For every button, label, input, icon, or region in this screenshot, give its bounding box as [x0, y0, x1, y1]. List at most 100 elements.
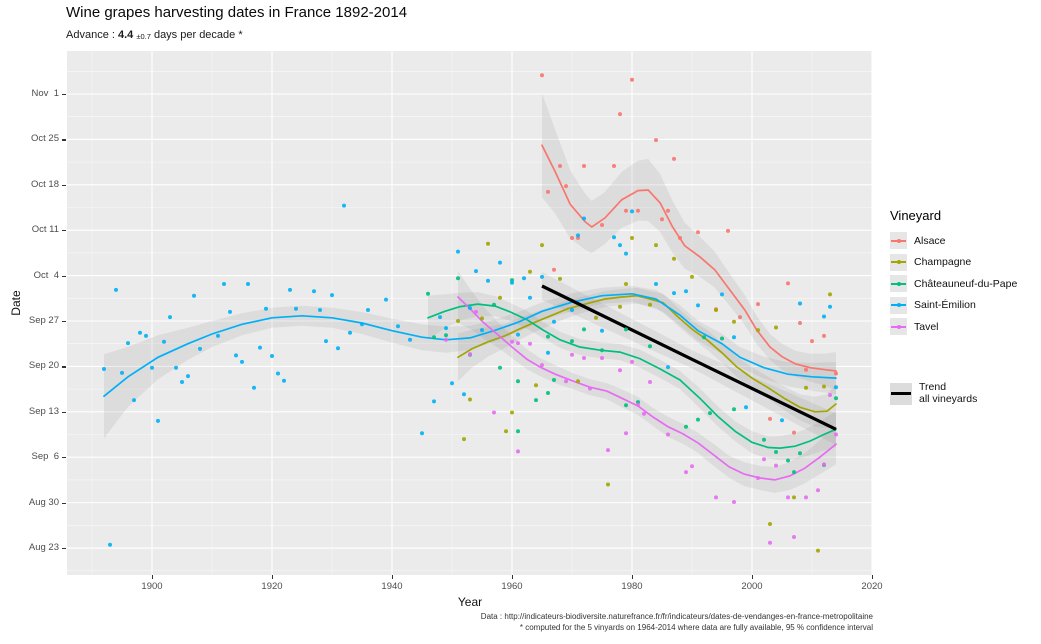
- point-Alsace: [540, 73, 544, 78]
- point-Tavel: [570, 352, 574, 357]
- legend-point-swatch: [896, 324, 901, 329]
- point-Tavel: [804, 495, 808, 500]
- y-tick-mark: [62, 321, 66, 323]
- point-Tavel: [468, 352, 472, 357]
- point-Châteauneuf-du-Pape: [732, 407, 736, 412]
- point-Tavel: [630, 359, 634, 364]
- point-Champagne: [816, 548, 820, 553]
- caption-source: Data : http://indicateurs-biodiversite.n…: [480, 612, 873, 621]
- Saint-Émilion-confidence-band: [104, 285, 836, 439]
- point-Alsace: [552, 267, 556, 272]
- y-tick-mark: [62, 502, 66, 504]
- point-Saint-Émilion: [546, 350, 550, 355]
- point-Alsace: [822, 333, 826, 338]
- point-Saint-Émilion: [474, 269, 478, 274]
- point-Champagne: [732, 319, 736, 324]
- point-Alsace: [654, 138, 658, 143]
- point-Alsace: [768, 416, 772, 421]
- point-Tavel: [636, 402, 640, 407]
- point-Tavel: [528, 341, 532, 346]
- point-Champagne: [594, 315, 598, 320]
- point-Châteauneuf-du-Pape: [648, 344, 652, 349]
- legend-label: Saint-Émilion: [914, 299, 976, 311]
- legend-label: Champagne: [914, 256, 972, 268]
- y-tick-label: Oct 25: [31, 133, 59, 145]
- point-Châteauneuf-du-Pape: [624, 403, 628, 408]
- point-Saint-Émilion: [612, 235, 616, 240]
- point-Tavel: [732, 500, 736, 504]
- y-tick-label: Sep 6: [31, 451, 59, 463]
- x-tick-mark: [752, 575, 754, 579]
- y-tick-label: Nov 1: [31, 88, 59, 99]
- point-Tavel: [492, 410, 496, 415]
- point-Champagne: [828, 292, 832, 297]
- legend-item-ch-teauneuf-du-pape: Châteauneuf-du-Pape: [890, 275, 1040, 292]
- point-Saint-Émilion: [168, 315, 172, 320]
- point-Saint-Émilion: [450, 381, 454, 386]
- point-Champagne: [468, 397, 472, 402]
- point-Tavel: [768, 540, 772, 545]
- y-tick-label: Sep 20: [28, 360, 59, 372]
- legend-title: Vineyard: [890, 208, 942, 223]
- plot-group: [67, 51, 872, 575]
- point-Champagne: [804, 385, 808, 390]
- point-Alsace: [666, 208, 670, 213]
- point-Tavel: [774, 463, 778, 468]
- point-Saint-Émilion: [222, 282, 226, 286]
- point-Tavel: [684, 470, 688, 475]
- point-Châteauneuf-du-Pape: [624, 327, 628, 332]
- legend-item-list: Alsace Champagne Châteauneuf-du-Pape Saint-…: [890, 232, 1040, 335]
- point-Tavel: [474, 309, 478, 314]
- y-tick-label: Sep 27: [28, 315, 59, 326]
- point-Saint-Émilion: [126, 341, 130, 346]
- point-Saint-Émilion: [720, 292, 724, 297]
- point-Champagne: [528, 269, 532, 274]
- point-Champagne: [690, 274, 694, 279]
- point-Saint-Émilion: [240, 359, 244, 364]
- point-Tavel: [648, 380, 652, 384]
- point-Saint-Émilion: [822, 314, 826, 319]
- point-Châteauneuf-du-Pape: [432, 335, 436, 340]
- point-Champagne: [510, 410, 514, 415]
- smooth-line-Tavel: [457, 296, 837, 481]
- point-Tavel: [582, 356, 586, 360]
- point-Champagne: [672, 256, 676, 261]
- point-Saint-Émilion: [432, 399, 436, 404]
- legend-item-saint-milion: Saint-Émilion: [890, 296, 1040, 314]
- point-Saint-Émilion: [144, 333, 148, 338]
- point-Saint-Émilion: [540, 274, 544, 279]
- point-Champagne: [534, 383, 538, 388]
- subtitle-suffix: days per decade *: [150, 29, 243, 41]
- point-Champagne: [558, 276, 562, 281]
- point-Saint-Émilion: [798, 301, 802, 306]
- point-Champagne: [648, 302, 652, 307]
- legend-point-swatch: [896, 260, 901, 264]
- point-Châteauneuf-du-Pape: [798, 451, 802, 456]
- point-Champagne: [576, 379, 580, 384]
- point-Saint-Émilion: [570, 308, 574, 312]
- point-Alsace: [810, 339, 814, 344]
- point-Champagne: [540, 243, 544, 248]
- point-Saint-Émilion: [324, 339, 328, 344]
- point-Châteauneuf-du-Pape: [720, 336, 724, 341]
- y-tick-mark: [62, 411, 66, 413]
- point-Alsace: [792, 430, 796, 435]
- point-Alsace: [546, 189, 550, 194]
- point-Châteauneuf-du-Pape: [444, 333, 448, 338]
- point-Saint-Émilion: [828, 304, 832, 309]
- point-Saint-Émilion: [684, 289, 688, 294]
- legend-key: [890, 232, 907, 249]
- legend-label: Alsace: [914, 234, 946, 247]
- point-Saint-Émilion: [480, 328, 484, 333]
- point-Châteauneuf-du-Pape: [702, 335, 706, 340]
- point-Champagne: [462, 437, 466, 442]
- point-Alsace: [738, 315, 742, 320]
- smooth-line-Champagne: [457, 294, 837, 413]
- point-Saint-Émilion: [234, 353, 238, 358]
- point-Saint-Émilion: [282, 378, 286, 383]
- point-Champagne: [630, 236, 634, 240]
- point-Tavel: [588, 386, 592, 391]
- point-Alsace: [636, 208, 640, 213]
- legend-item-tavel: Tavel: [890, 318, 1040, 335]
- point-Alsace: [798, 321, 802, 325]
